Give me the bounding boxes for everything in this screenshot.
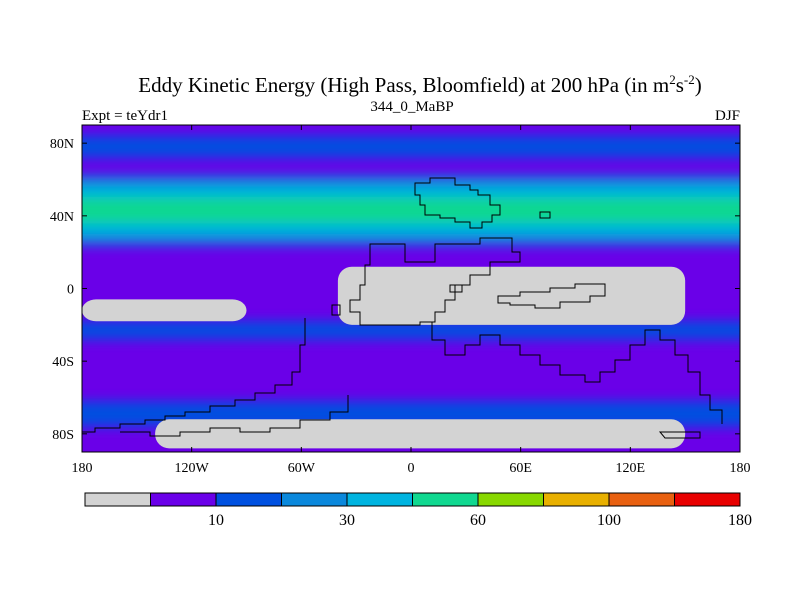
plot-area	[82, 125, 740, 452]
y-tick-label-0: 80N	[50, 137, 74, 152]
colorbar-label-1: 30	[339, 512, 355, 529]
colorbar-swatch-2	[215, 492, 282, 507]
x-axis: 180 120W 60W 0 60E 120E 180	[72, 125, 751, 476]
coastlines	[82, 177, 723, 439]
subtitle-center: 344_0_MaBP	[370, 99, 453, 115]
band-0	[82, 135, 740, 158]
x-tick-label-4: 60E	[509, 461, 532, 476]
coastline-south-a	[420, 321, 723, 424]
colorbar-label-4: 180	[728, 512, 752, 529]
chart-title-sup2: -2	[684, 72, 695, 87]
low-region-2	[155, 419, 686, 449]
coastline-continent-b	[497, 283, 606, 309]
subtitle-left: Expt = teYdr1	[82, 108, 168, 124]
chart-title-sup1: 2	[669, 72, 676, 87]
coastline-south-c	[120, 395, 349, 437]
chart-title-main: Eddy Kinetic Energy (High Pass, Bloomfie…	[138, 73, 669, 97]
band-3	[82, 197, 740, 224]
colorbar-swatch-8	[608, 492, 675, 507]
x-tick-label-5: 120E	[616, 461, 646, 476]
colorbar-swatch-9	[674, 492, 741, 507]
coastline-coast-east	[449, 284, 463, 293]
colorbar-label-2: 60	[470, 512, 486, 529]
subtitle-right: DJF	[715, 108, 740, 124]
x-tick-label-6: 180	[730, 461, 751, 476]
colorbar-label-3: 100	[597, 512, 621, 529]
x-tick-label-3: 0	[408, 461, 415, 476]
colorbar-swatch-3	[281, 492, 348, 507]
coastline-small	[539, 211, 551, 219]
colorbar-swatch-0	[84, 492, 151, 507]
y-tick-label-3: 40S	[52, 355, 74, 370]
colorbar-swatch-5	[412, 492, 479, 507]
band-4	[82, 321, 740, 340]
chart-title-s: s	[676, 73, 684, 97]
colorbar-swatch-7	[543, 492, 610, 507]
y-tick-label-1: 40N	[50, 210, 74, 225]
coastline-south-b	[82, 318, 306, 433]
coastline-south-d	[658, 431, 701, 439]
colorbar-swatch-4	[346, 492, 413, 507]
colorbar-label-0: 10	[208, 512, 224, 529]
coastline-continent-a	[349, 237, 521, 326]
chart-title: Eddy Kinetic Energy (High Pass, Bloomfie…	[138, 72, 702, 97]
x-tick-label-0: 180	[72, 461, 93, 476]
coastline-island	[331, 304, 341, 316]
y-tick-label-4: 80S	[52, 428, 74, 443]
colorbar-swatch-1	[150, 492, 217, 507]
colorbar: 10 30 60 100 180	[84, 492, 752, 529]
low-region-1	[82, 299, 247, 322]
y-tick-label-2: 0	[67, 283, 74, 298]
coastline-asia	[414, 177, 501, 229]
colorbar-swatch-6	[477, 492, 544, 507]
chart-title-close: )	[695, 73, 702, 97]
x-tick-label-2: 60W	[288, 461, 316, 476]
x-tick-label-1: 120W	[175, 461, 210, 476]
y-axis: 80N 40N 0 40S 80S	[50, 137, 740, 443]
